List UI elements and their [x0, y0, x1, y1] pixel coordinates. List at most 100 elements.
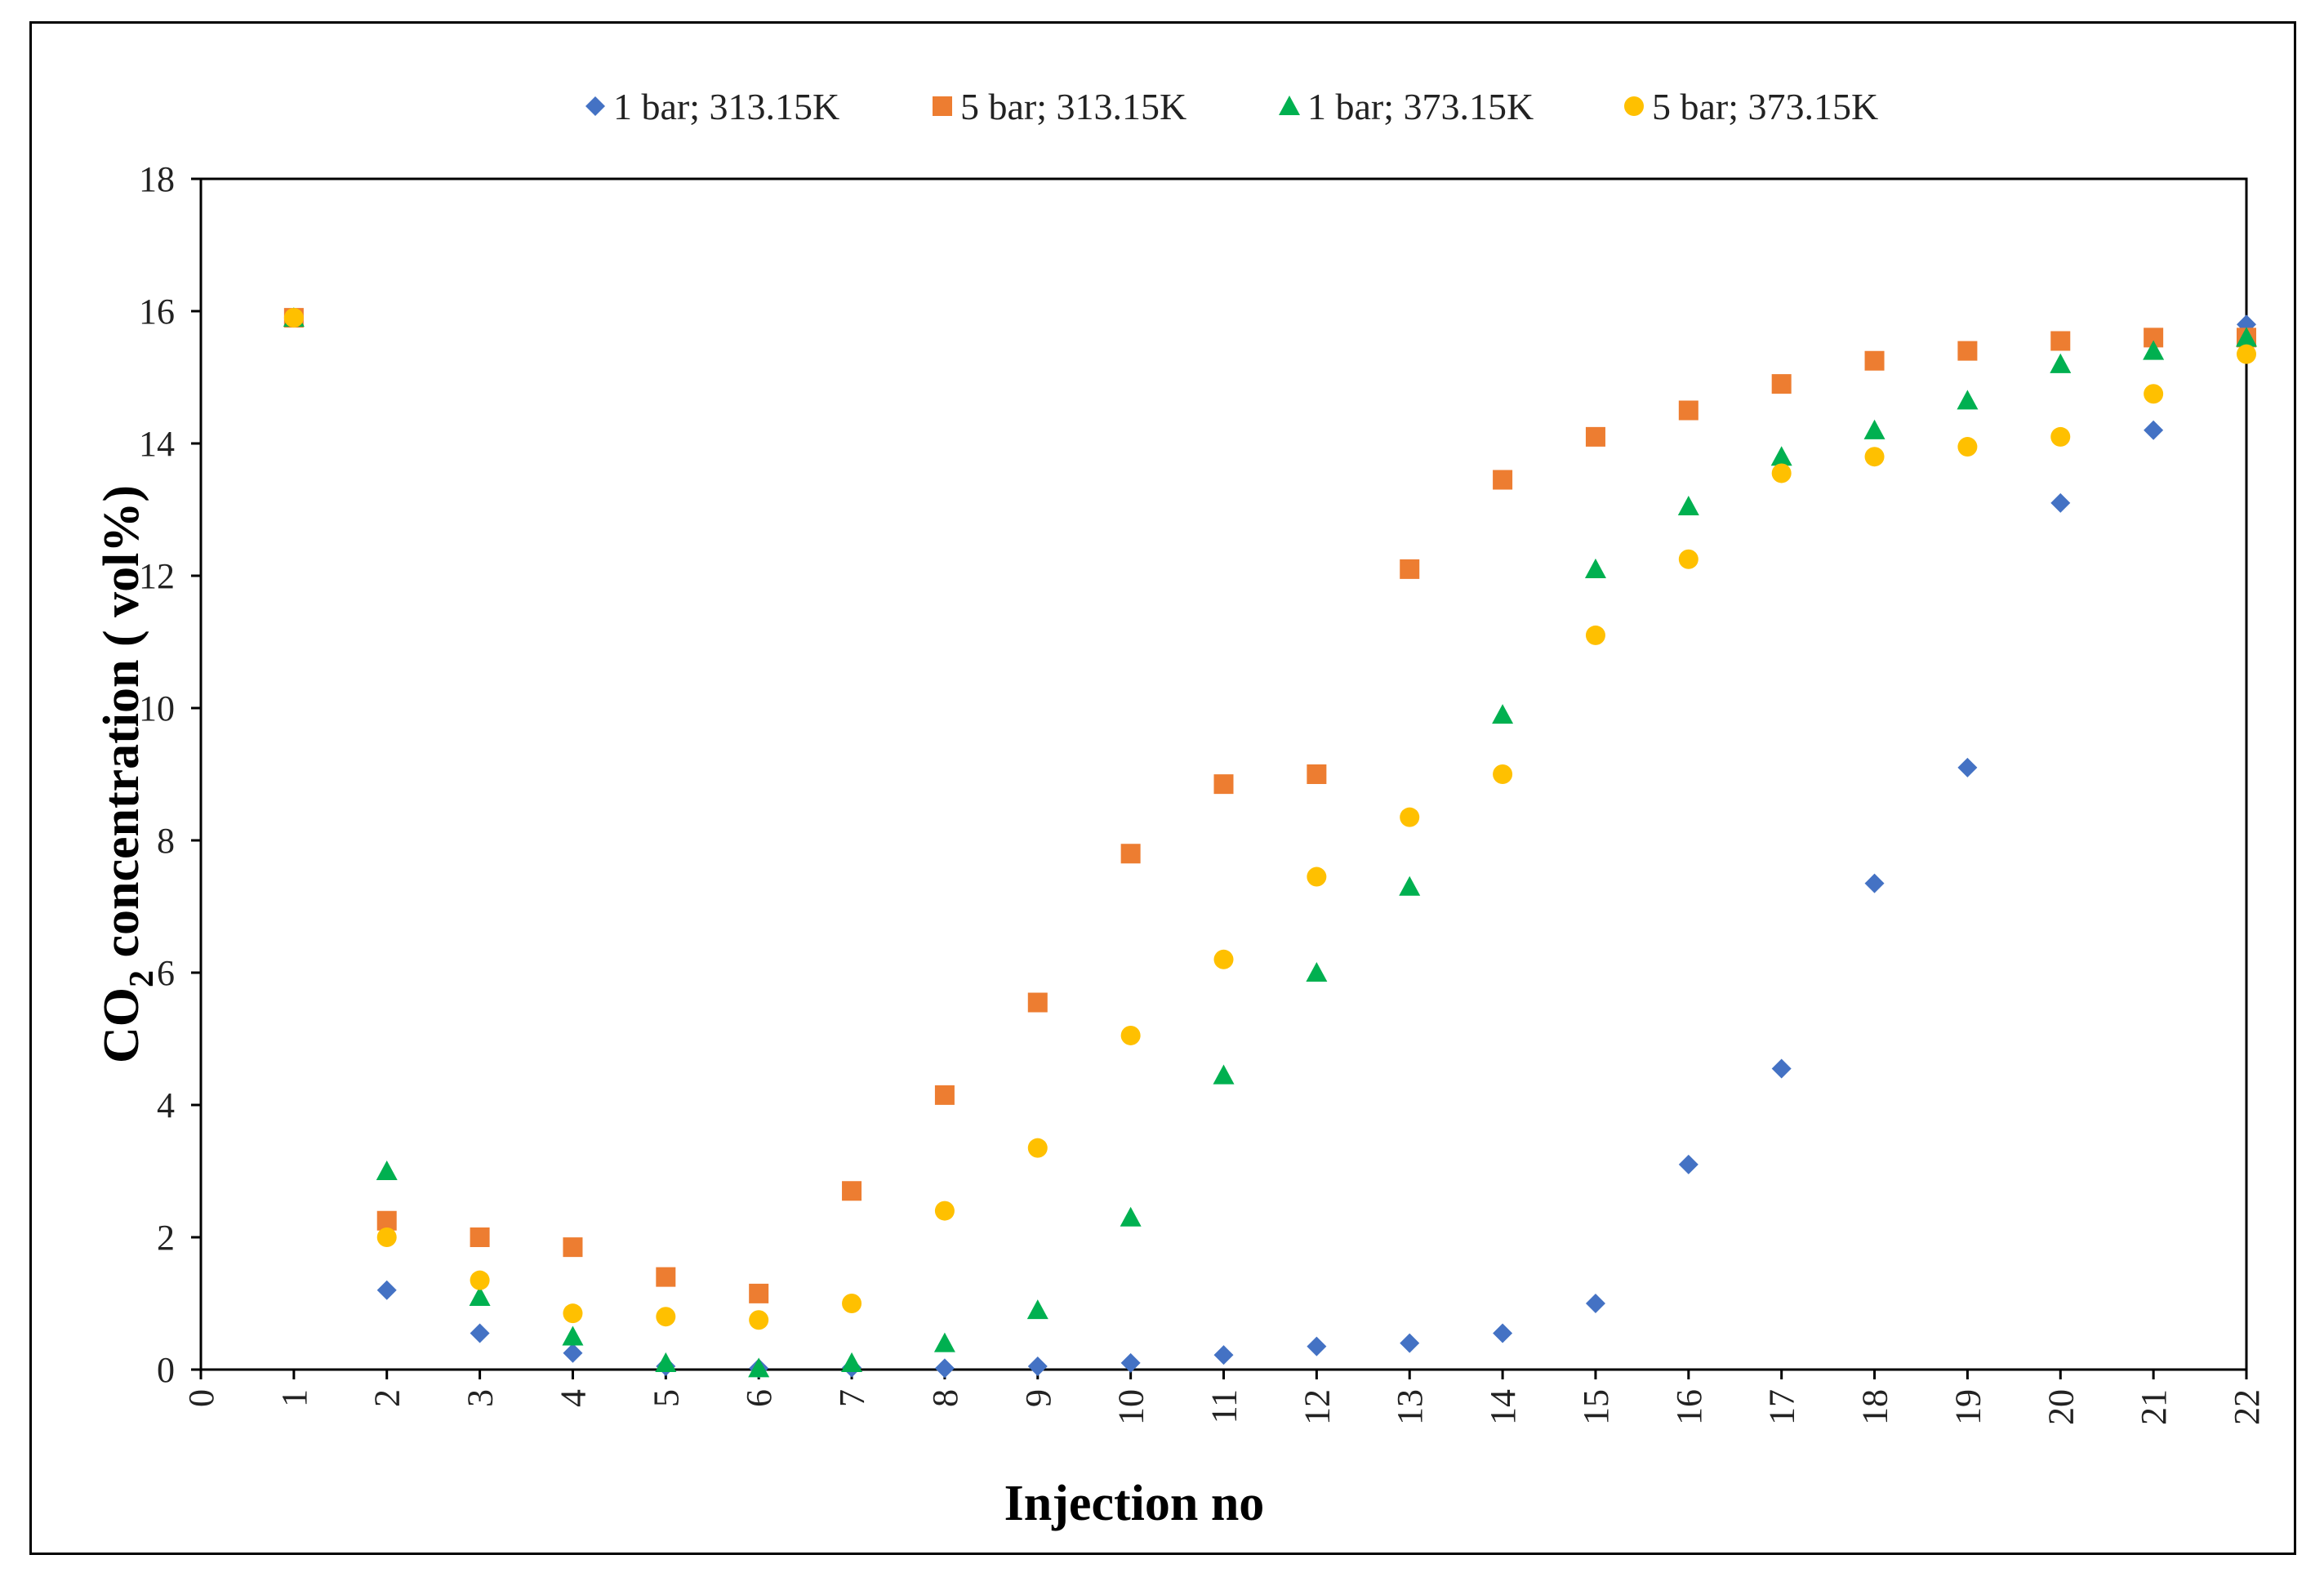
- series-1: [283, 308, 2256, 1379]
- data-point-circle: [934, 1201, 955, 1221]
- legend-label: 1 bar; 313.15K: [613, 86, 839, 127]
- data-point-circle: [1400, 807, 1420, 827]
- data-point-circle: [842, 1294, 862, 1314]
- data-point-circle: [1493, 764, 1513, 784]
- data-point-triangle: [469, 1285, 491, 1306]
- data-point-triangle: [655, 1352, 677, 1372]
- x-tick-label: 1: [274, 1389, 314, 1407]
- data-point-diamond: [1307, 1336, 1327, 1357]
- data-point-diamond: [934, 1358, 955, 1379]
- x-tick-label: 4: [553, 1389, 593, 1407]
- scatter-chart: 1 bar; 313.15K 5 bar; 313.15K 1 bar; 373…: [94, 86, 2267, 1531]
- legend-item-series-1: 1 bar; 313.15K: [585, 86, 839, 127]
- x-tick-label: 3: [461, 1389, 501, 1407]
- data-point-circle: [563, 1303, 583, 1324]
- legend-item-series-3: 1 bar; 373.15K: [1279, 86, 1534, 127]
- data-point-square: [842, 1181, 862, 1201]
- data-point-triangle: [1863, 419, 1885, 439]
- data-point-triangle: [376, 1161, 398, 1181]
- x-tick-label: 17: [1762, 1389, 1802, 1425]
- data-point-diamond: [1120, 1352, 1141, 1373]
- data-point-square: [1400, 559, 1420, 579]
- x-tick-label: 19: [1948, 1389, 1988, 1425]
- data-point-diamond: [563, 1343, 583, 1363]
- data-point-circle: [1864, 447, 1885, 467]
- data-point-diamond: [1957, 757, 1978, 777]
- x-tick-label: 7: [832, 1389, 872, 1407]
- data-point-circle: [656, 1307, 676, 1327]
- y-axis-title: CO2 concentration ( vol%): [94, 485, 161, 1063]
- data-point-square: [1307, 764, 1327, 784]
- y-tick-label: 18: [139, 159, 175, 199]
- data-point-square: [1864, 350, 1885, 371]
- y-axis-title-suffix: concentration ( vol%): [94, 485, 149, 970]
- data-point-square: [1213, 774, 1234, 795]
- data-point-circle: [1213, 949, 1234, 969]
- x-tick-label: 9: [1018, 1389, 1058, 1407]
- legend-item-series-4: 5 bar; 373.15K: [1624, 86, 1878, 127]
- data-point-square: [2050, 331, 2071, 351]
- series-2: [283, 308, 2256, 1303]
- data-point-triangle: [1399, 875, 1421, 896]
- legend-label: 5 bar; 313.15K: [960, 86, 1186, 127]
- y-tick-label: 6: [157, 953, 175, 993]
- y-tick-label: 4: [157, 1085, 175, 1125]
- legend-marker-diamond: [585, 96, 605, 116]
- x-tick-label: 11: [1204, 1389, 1244, 1423]
- legend-label: 1 bar; 373.15K: [1307, 86, 1534, 127]
- data-point-circle: [1027, 1138, 1048, 1158]
- data-point-square: [1957, 341, 1978, 361]
- data-point-diamond: [1027, 1356, 1048, 1376]
- data-point-square: [1493, 470, 1513, 490]
- data-point-square: [749, 1283, 769, 1303]
- data-point-circle: [749, 1310, 769, 1330]
- data-point-triangle: [2050, 353, 2072, 373]
- y-tick-label: 10: [139, 688, 175, 728]
- data-point-triangle: [933, 1332, 955, 1352]
- data-point-circle: [283, 308, 304, 328]
- data-point-triangle: [1120, 1206, 1142, 1227]
- x-tick-label: 21: [2134, 1389, 2174, 1425]
- data-point-triangle: [2143, 340, 2165, 360]
- data-point-triangle: [1584, 558, 1606, 578]
- data-points: [283, 307, 2257, 1379]
- data-point-square: [1585, 426, 1605, 447]
- x-axis-title: Injection no: [1004, 1476, 1265, 1531]
- x-tick-label: 5: [646, 1389, 686, 1407]
- data-point-circle: [2237, 344, 2256, 364]
- data-point-square: [376, 1210, 397, 1231]
- data-point-circle: [1585, 625, 1605, 645]
- x-tick-label: 6: [739, 1389, 779, 1407]
- y-tick-label: 2: [157, 1218, 175, 1258]
- x-tick-label: 22: [2227, 1389, 2267, 1425]
- x-tick-label: 2: [367, 1389, 407, 1407]
- data-point-square: [656, 1267, 676, 1287]
- x-tick-label: 8: [925, 1389, 965, 1407]
- data-point-diamond: [2144, 420, 2164, 440]
- data-point-circle: [1957, 437, 1978, 457]
- series-4: [283, 308, 2256, 1330]
- y-axis-title-subscript: 2: [123, 970, 161, 987]
- x-tick-label: 12: [1297, 1389, 1337, 1425]
- data-point-square: [563, 1237, 583, 1258]
- data-point-diamond: [470, 1323, 490, 1343]
- data-point-triangle: [1026, 1299, 1048, 1320]
- x-tick-label: 14: [1483, 1389, 1523, 1425]
- y-tick-label: 14: [139, 424, 175, 464]
- legend: 1 bar; 313.15K 5 bar; 313.15K 1 bar; 373…: [585, 86, 1878, 127]
- data-point-circle: [1307, 867, 1327, 887]
- data-point-triangle: [1492, 704, 1514, 724]
- y-tick-label: 12: [139, 556, 175, 596]
- y-tick-label: 8: [157, 821, 175, 861]
- data-point-square: [934, 1085, 955, 1105]
- y-tick-label: 0: [157, 1350, 175, 1390]
- data-point-circle: [2144, 384, 2164, 404]
- x-tick-label: 13: [1390, 1389, 1430, 1425]
- data-point-square: [1027, 992, 1048, 1013]
- data-point-triangle: [562, 1325, 584, 1346]
- data-point-triangle: [2236, 327, 2257, 347]
- data-point-triangle: [1306, 962, 1328, 982]
- x-tick-label: 16: [1669, 1389, 1709, 1425]
- y-axis-title-prefix: CO: [94, 987, 149, 1063]
- x-tick-label: 20: [2041, 1389, 2081, 1425]
